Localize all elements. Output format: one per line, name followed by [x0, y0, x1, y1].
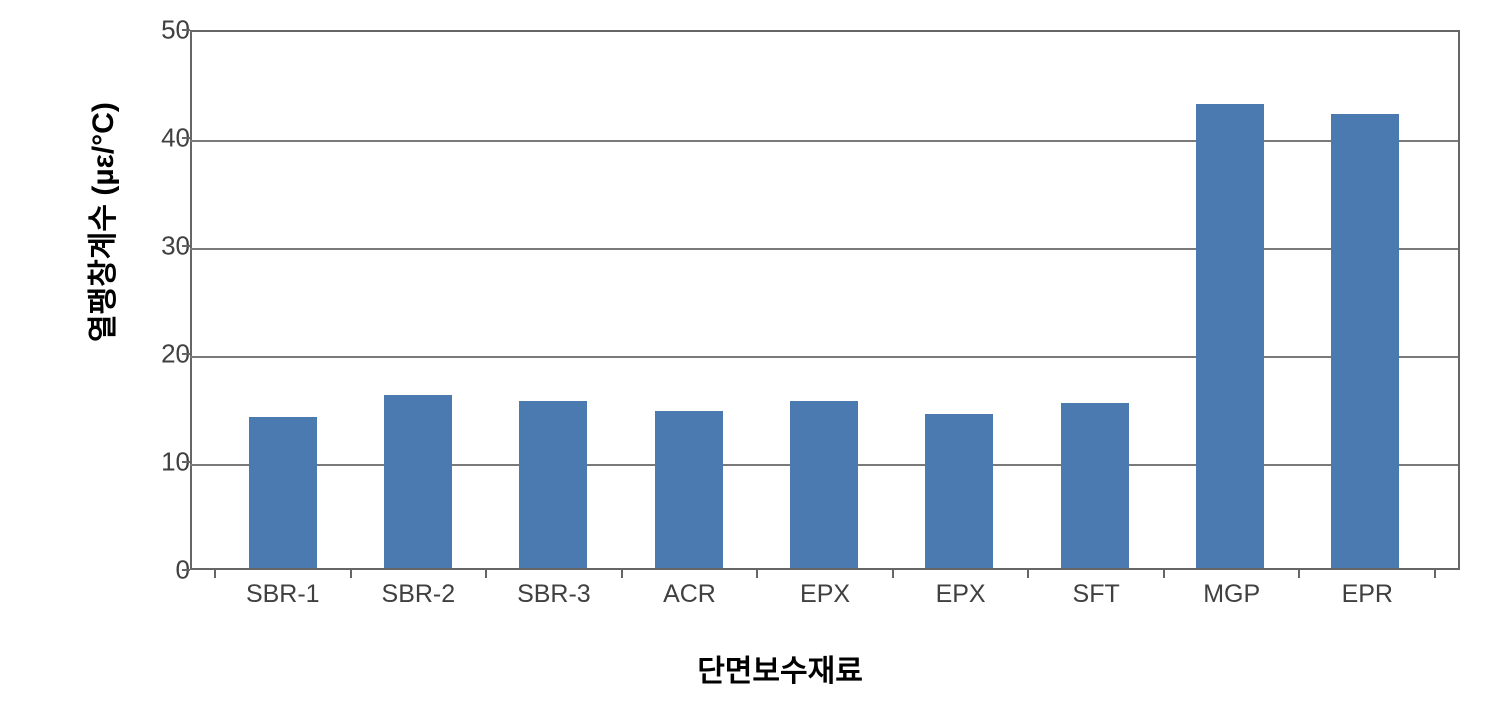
x-tick-mark — [1434, 570, 1436, 578]
bar-slot — [892, 32, 1027, 568]
bar — [790, 401, 858, 568]
x-tick-label: EPR — [1300, 580, 1436, 609]
x-tick-mark — [350, 570, 352, 578]
x-tick-label: ACR — [622, 580, 758, 609]
x-tick-mark — [1163, 570, 1165, 578]
x-tick-label: EPX — [893, 580, 1029, 609]
bar-slot — [1027, 32, 1162, 568]
y-axis-label: 열팽창계수 (µε/°C) — [78, 102, 122, 342]
bar-slot — [215, 32, 350, 568]
bar — [1196, 104, 1264, 568]
x-tick-label: MGP — [1164, 580, 1300, 609]
bar-slot — [486, 32, 621, 568]
x-tick-mark — [756, 570, 758, 578]
bars-container — [190, 32, 1458, 568]
bar — [1061, 403, 1129, 568]
x-tick-mark — [621, 570, 623, 578]
chart-container: 열팽창계수 (µε/°C) 01020304050 SBR-1SBR-2SBR-… — [90, 20, 1470, 700]
bar-slot — [1298, 32, 1433, 568]
bar-slot — [621, 32, 756, 568]
bar — [519, 401, 587, 568]
x-tick-mark — [892, 570, 894, 578]
y-tick-mark — [182, 29, 190, 31]
x-tick-mark — [1027, 570, 1029, 578]
x-labels-group: SBR-1SBR-2SBR-3ACREPXEPXSFTMGPEPR — [190, 580, 1460, 609]
x-tick-mark — [485, 570, 487, 578]
x-axis-label: 단면보수재료 — [697, 646, 863, 690]
bar — [655, 411, 723, 568]
bar-slot — [350, 32, 485, 568]
bar — [1331, 114, 1399, 568]
x-tick-mark — [214, 570, 216, 578]
bar — [384, 395, 452, 568]
x-tick-label: SBR-2 — [351, 580, 487, 609]
y-tick-mark — [182, 353, 190, 355]
y-tick-mark — [182, 137, 190, 139]
y-tick-mark — [182, 245, 190, 247]
x-tick-label: SBR-1 — [215, 580, 351, 609]
bar — [925, 414, 993, 568]
x-tick-label: EPX — [757, 580, 893, 609]
plot-area — [190, 30, 1460, 570]
x-tick-label: SFT — [1028, 580, 1164, 609]
bar-slot — [756, 32, 891, 568]
y-tick-mark — [182, 461, 190, 463]
bar — [249, 417, 317, 568]
y-tick-mark — [182, 569, 190, 571]
x-tick-label: SBR-3 — [486, 580, 622, 609]
x-tick-mark — [1298, 570, 1300, 578]
bar-slot — [1162, 32, 1297, 568]
